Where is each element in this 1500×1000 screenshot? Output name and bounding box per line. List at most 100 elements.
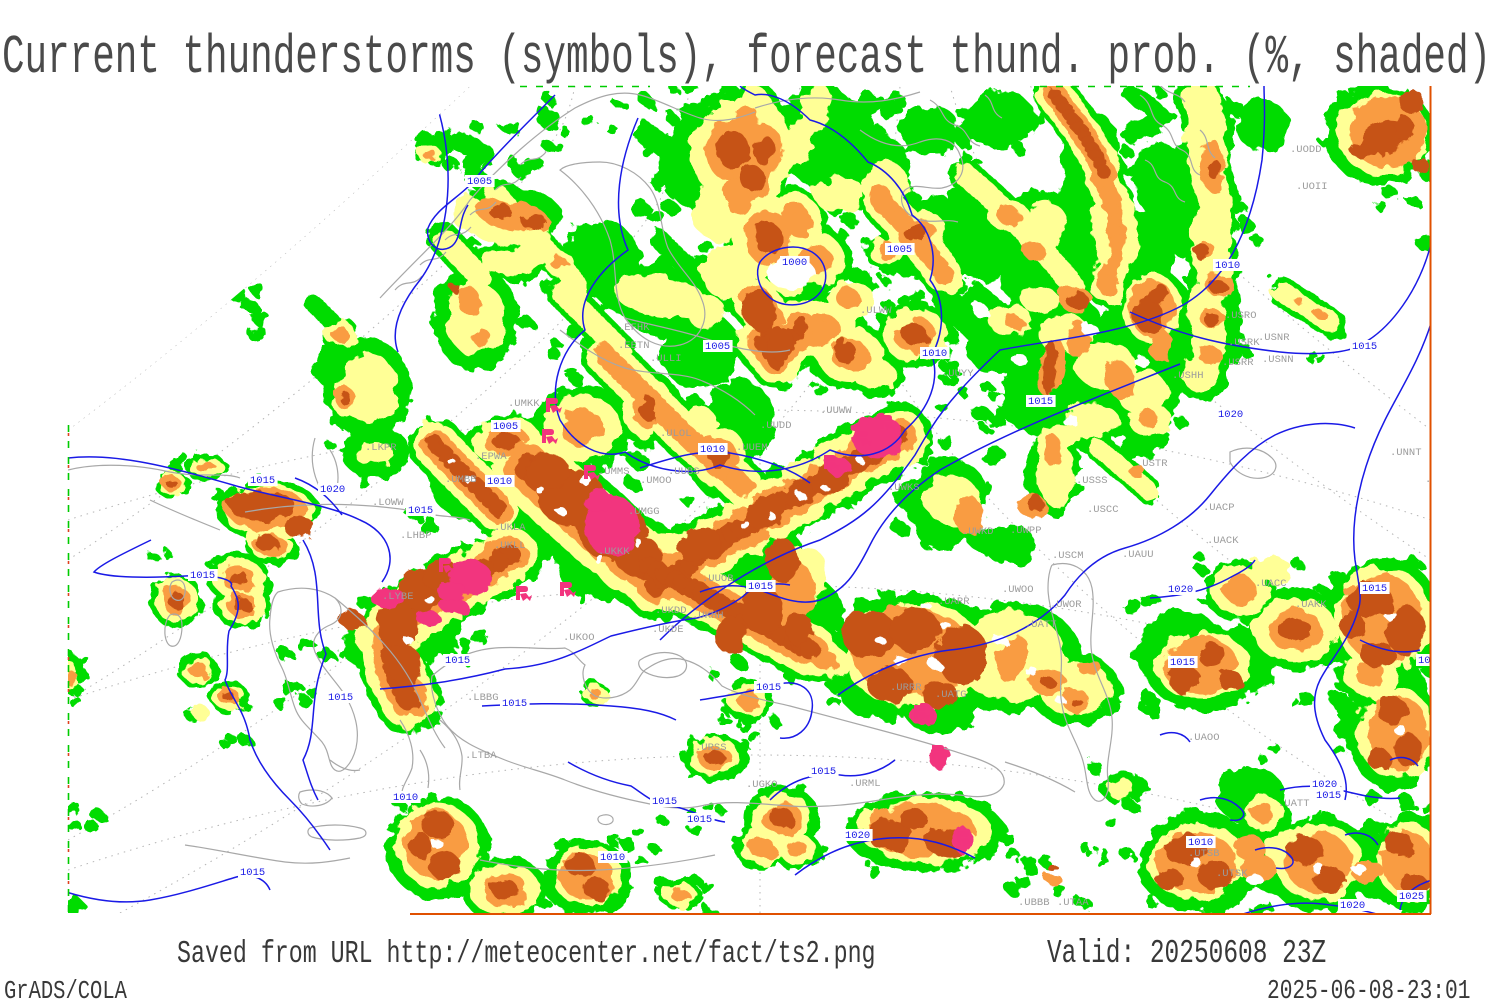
- svg-text:1015: 1015: [811, 766, 836, 778]
- svg-text:1010: 1010: [1188, 837, 1213, 849]
- svg-text:1010: 1010: [922, 348, 947, 360]
- svg-text:1015: 1015: [408, 505, 433, 517]
- svg-text:1015: 1015: [748, 581, 773, 593]
- svg-text:.USTR: .USTR: [1136, 458, 1168, 470]
- svg-text:.UTAA: .UTAA: [1057, 897, 1089, 909]
- svg-text:.UACK: .UACK: [1207, 535, 1239, 547]
- svg-text:1015: 1015: [328, 692, 353, 704]
- svg-text:.UKLL: .UKLL: [494, 540, 526, 552]
- svg-text:1005: 1005: [887, 244, 912, 256]
- svg-text:.UUEM: .UUEM: [736, 442, 768, 454]
- svg-text:.LOWW: .LOWW: [372, 497, 404, 509]
- svg-text:1015: 1015: [502, 698, 527, 710]
- svg-text:1010: 1010: [393, 792, 418, 804]
- svg-text:.UTSB: .UTSB: [1188, 848, 1220, 860]
- svg-text:.LHBP: .LHBP: [400, 530, 432, 542]
- svg-text:Current thunderstorms (symbols: Current thunderstorms (symbols), forecas…: [2, 28, 1491, 90]
- svg-text:.USRO: .USRO: [1225, 310, 1257, 322]
- svg-text:.LYBE: .LYBE: [382, 591, 414, 603]
- svg-text:1015: 1015: [1028, 396, 1053, 408]
- svg-text:.UUDD: .UUDD: [760, 420, 792, 432]
- svg-text:.UATT: .UATT: [1025, 619, 1057, 631]
- svg-text:1020: 1020: [1168, 584, 1193, 596]
- svg-text:1015: 1015: [652, 796, 677, 808]
- svg-text:.UOII: .UOII: [1296, 181, 1328, 193]
- svg-text:.USHH: .USHH: [1172, 370, 1204, 382]
- svg-text:.URML: .URML: [849, 778, 881, 790]
- svg-text:.UKDE: .UKDE: [652, 624, 684, 636]
- svg-text:1015: 1015: [756, 682, 781, 694]
- svg-text:.EFHK: .EFHK: [618, 322, 650, 334]
- svg-text:GrADS/COLA: GrADS/COLA: [4, 977, 127, 1000]
- svg-text:.URSS: .URSS: [695, 742, 727, 754]
- svg-text:.UMBB: .UMBB: [445, 474, 477, 486]
- svg-text:.EPWA: .EPWA: [475, 451, 507, 463]
- svg-text:Valid: 20250608 23Z: Valid: 20250608 23Z: [1047, 935, 1326, 973]
- svg-text:.LBBG: .LBBG: [467, 692, 499, 704]
- svg-text:.USSS: .USSS: [1076, 475, 1108, 487]
- svg-text:.UAUU: .UAUU: [1122, 549, 1154, 561]
- svg-text:1005: 1005: [467, 176, 492, 188]
- svg-text:.UATT: .UATT: [1278, 798, 1310, 810]
- svg-text:1020: 1020: [320, 484, 345, 496]
- svg-text:1020: 1020: [1218, 409, 1243, 421]
- svg-text:2025-06-08-23:01: 2025-06-08-23:01: [1267, 977, 1470, 1000]
- svg-text:1015: 1015: [687, 814, 712, 826]
- svg-text:.UTSK: .UTSK: [1216, 868, 1248, 880]
- svg-text:.USNR: .USNR: [1258, 332, 1290, 344]
- svg-text:.USRK: .USRK: [1228, 337, 1260, 349]
- svg-text:1015: 1015: [445, 655, 470, 667]
- svg-text:.UKKK: .UKKK: [598, 546, 630, 558]
- svg-text:.UKOO: .UKOO: [563, 632, 595, 644]
- svg-text:.UWKS: .UWKS: [888, 482, 920, 494]
- svg-text:.ULWW: .ULWW: [860, 305, 892, 317]
- svg-text:.UATG: .UATG: [935, 689, 967, 701]
- svg-text:.USCM: .USCM: [1052, 550, 1084, 562]
- svg-text:Saved from URL http://meteocen: Saved from URL http://meteocenter.net/fa…: [177, 937, 876, 972]
- svg-text:.ULOL: .ULOL: [660, 428, 692, 440]
- svg-text:.UKLA: .UKLA: [494, 522, 526, 534]
- svg-text:1010: 1010: [700, 444, 725, 456]
- svg-text:.UUYY: .UUYY: [942, 368, 974, 380]
- svg-text:.USNN: .USNN: [1262, 354, 1294, 366]
- svg-text:1015: 1015: [190, 570, 215, 582]
- svg-text:1020: 1020: [845, 830, 870, 842]
- svg-text:.URRR: .URRR: [890, 682, 922, 694]
- svg-text:.UUOB: .UUOB: [702, 573, 734, 585]
- svg-text:.LKPR: .LKPR: [365, 442, 397, 454]
- svg-text:.ULLI: .ULLI: [650, 353, 682, 365]
- svg-text:.EETN: .EETN: [618, 340, 650, 352]
- svg-text:.UBBB: .UBBB: [1018, 897, 1050, 909]
- svg-text:.UWOO: .UWOO: [1002, 584, 1034, 596]
- svg-text:.USCC: .USCC: [1087, 504, 1119, 516]
- svg-text:1000: 1000: [782, 257, 807, 269]
- svg-text:.UODD: .UODD: [1290, 144, 1322, 156]
- svg-text:.UUWW: .UUWW: [820, 405, 852, 417]
- svg-text:.UAKK: .UAKK: [1295, 599, 1327, 611]
- svg-text:.UACP: .UACP: [1203, 502, 1235, 514]
- svg-text:1015: 1015: [250, 475, 275, 487]
- svg-text:.UACC: .UACC: [1255, 578, 1287, 590]
- svg-text:.UWKD: .UWKD: [962, 526, 994, 538]
- svg-text:1015: 1015: [1316, 790, 1341, 802]
- svg-text:.UMKK: .UMKK: [508, 398, 540, 410]
- svg-text:1020: 1020: [1312, 779, 1337, 791]
- svg-text:.UUBS: .UUBS: [668, 466, 700, 478]
- svg-text:.UKHH: .UKHH: [692, 610, 724, 622]
- svg-text:.UARR: .UARR: [938, 596, 970, 608]
- svg-text:.UMGG: .UMGG: [628, 506, 660, 518]
- svg-text:.UNBB: .UNBB: [1425, 474, 1457, 486]
- svg-text:.UMOO: .UMOO: [640, 475, 672, 487]
- svg-text:.UGKO: .UGKO: [746, 779, 778, 791]
- svg-text:.LTBA: .LTBA: [465, 750, 497, 762]
- svg-text:1015: 1015: [1352, 341, 1377, 353]
- svg-text:.UWPP: .UWPP: [1010, 525, 1042, 537]
- svg-text:1010: 1010: [487, 476, 512, 488]
- svg-text:.USRR: .USRR: [1222, 357, 1254, 369]
- svg-text:1005: 1005: [493, 421, 518, 433]
- svg-text:1025: 1025: [1399, 891, 1424, 903]
- svg-text:1010: 1010: [600, 852, 625, 864]
- svg-text:.UNNT: .UNNT: [1390, 447, 1422, 459]
- svg-text:1015: 1015: [1362, 583, 1387, 595]
- svg-text:.UWOR: .UWOR: [1050, 599, 1082, 611]
